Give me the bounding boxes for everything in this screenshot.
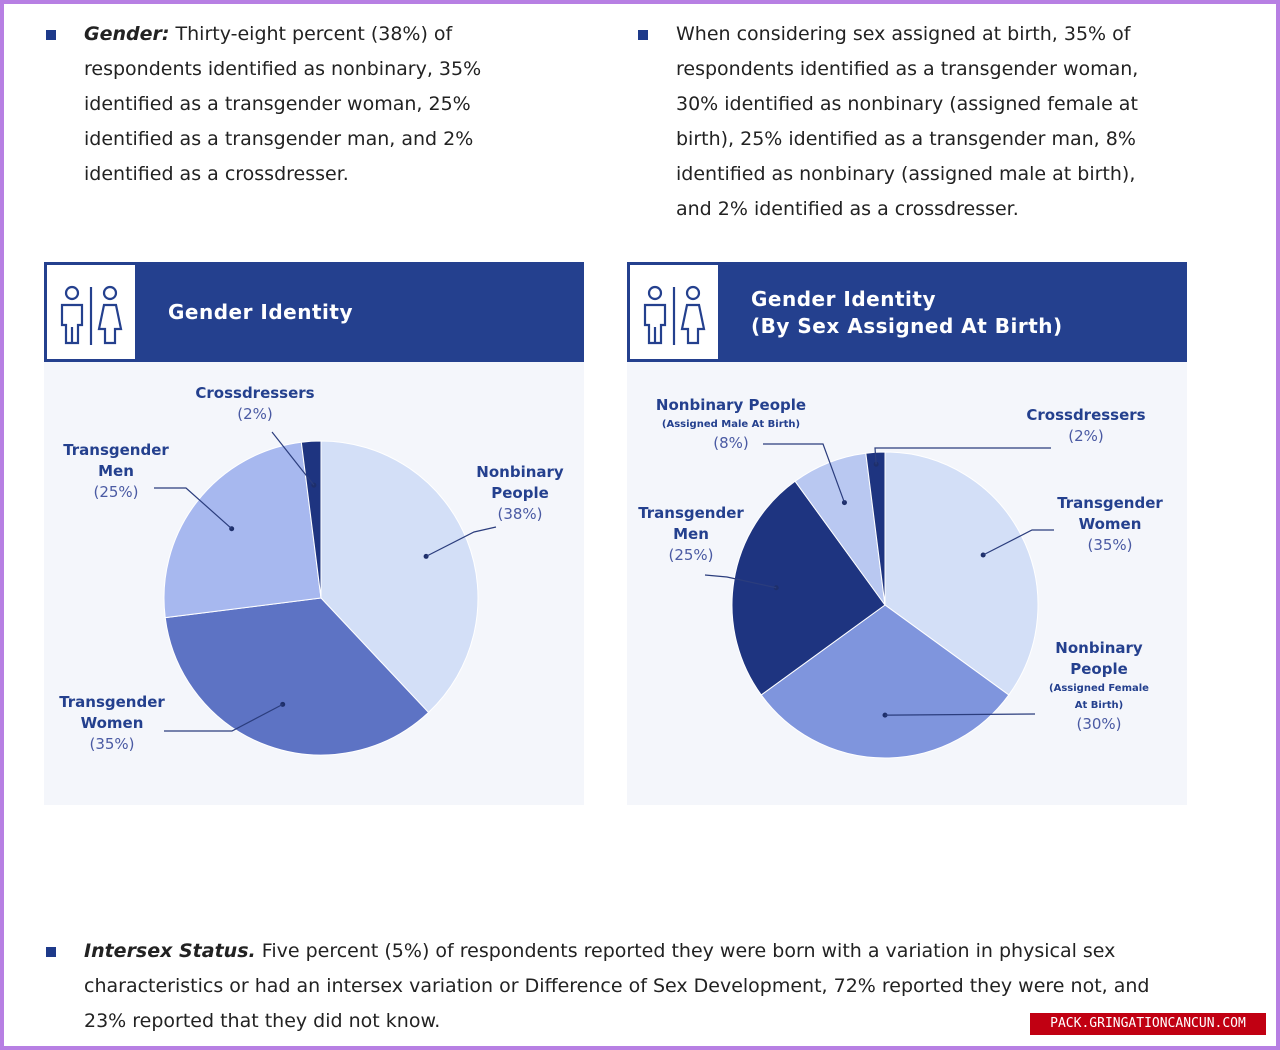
bullet-marker: [638, 30, 648, 40]
label-transgender-women-line-0: Transgender: [1057, 494, 1163, 512]
pie-slice-transgender-men: [163, 441, 322, 619]
label-crossdressers-percent: (2%): [1068, 427, 1104, 445]
gender-bullet: Gender: Thirty-eight percent (38%) of re…: [46, 17, 526, 197]
intersex-lead: Intersex Status.: [84, 940, 256, 962]
label-nonbinary-people-assigned-male-at-birth-line-0: Nonbinary People: [656, 396, 806, 414]
label-nonbinary-people-assigned-female-at-birth-line-0: Nonbinary: [1055, 639, 1143, 657]
label-crossdressers-line-0: Crossdressers: [195, 384, 314, 402]
leader-line-crossdressers: [874, 447, 1051, 465]
label-nonbinary-people-assigned-male-at-birth-percent: (8%): [713, 434, 749, 452]
leader-line-crossdressers: [271, 431, 315, 486]
label-crossdressers-line-0: Crossdressers: [1026, 406, 1145, 424]
person-figures-icon: [627, 262, 721, 362]
label-transgender-women-percent: (35%): [1087, 536, 1132, 554]
label-transgender-men-percent: (25%): [93, 483, 138, 501]
gender-identity-panel: Gender Identity Nonbinary People (38%) Tran…: [44, 262, 584, 805]
label-nonbinary-people-assigned-female-at-birth-percent: (30%): [1076, 715, 1121, 733]
intersex-bullet-text: Intersex Status. Five percent (5%) of re…: [84, 934, 1184, 1039]
pie-slice-crossdressers: [300, 440, 322, 599]
label-transgender-men-line-1: Men: [98, 462, 134, 480]
leader-line-transgender-men: [704, 574, 777, 589]
gender-identity-by-sex-pie-chart: Transgender Women (35%) Nonbinary People (Ass…: [638, 396, 1163, 759]
pie-slice-nonbinary-people-assigned-female-at-birth: [760, 604, 1010, 759]
leader-dot-nonbinary-people-assigned-female-at-birth: [882, 712, 888, 718]
label-nonbinary-people-line-0: Nonbinary: [476, 463, 564, 481]
leader-line-nonbinary-people: [425, 526, 497, 557]
label-transgender-men-line-0: Transgender: [63, 441, 169, 459]
sex-assigned-bullet: When considering sex assigned at birth, …: [638, 17, 1178, 232]
gender-identity-pie-chart: Nonbinary People (38%) Transgender Women (35%…: [59, 384, 564, 756]
chart-title: Gender Identity: [751, 287, 936, 311]
pie-slice-nonbinary-people: [320, 440, 479, 714]
label-nonbinary-people-assigned-female-at-birth-sub-1: At Birth): [1075, 700, 1123, 711]
label-transgender-men-percent: (25%): [668, 546, 713, 564]
label-nonbinary-people-assigned-female-at-birth-line-1: People: [1070, 660, 1128, 678]
intersex-bullet: Intersex Status. Five percent (5%) of re…: [46, 934, 1186, 1044]
label-nonbinary-people-assigned-female-at-birth-sub-0: (Assigned Female: [1049, 683, 1149, 694]
label-transgender-women-line-0: Transgender: [59, 693, 165, 711]
watermark: PACK.GRINGATIONCANCUN.COM: [1030, 1013, 1266, 1035]
leader-line-nonbinary-people-assigned-male-at-birth: [763, 443, 846, 503]
label-transgender-women-line-1: Women: [81, 714, 144, 732]
sex-assigned-body: When considering sex assigned at birth, …: [676, 23, 1139, 220]
chart-title: Gender Identity: [168, 300, 353, 324]
label-transgender-men-line-1: Men: [673, 525, 709, 543]
panel-banner: Gender Identity (By Sex Assigned At Birt…: [627, 262, 1187, 362]
leader-line-nonbinary-people-assigned-female-at-birth: [884, 713, 1036, 716]
gender-body: Thirty-eight percent (38%) of respondent…: [84, 23, 482, 185]
pie-slice-transgender-men: [731, 480, 886, 696]
label-crossdressers-percent: (2%): [237, 405, 273, 423]
leader-line-transgender-women: [982, 529, 1054, 556]
label-transgender-women-percent: (35%): [89, 735, 134, 753]
gender-lead: Gender:: [84, 23, 170, 45]
chart-title-block: Gender Identity (By Sex Assigned At Birt…: [751, 286, 1063, 340]
label-nonbinary-people-percent: (38%): [497, 505, 542, 523]
bullet-marker: [46, 30, 56, 40]
person-figures-icon: [44, 262, 138, 362]
gender-bullet-text: Gender: Thirty-eight percent (38%) of re…: [84, 17, 524, 192]
intersex-body: Five percent (5%) of respondents reporte…: [84, 940, 1150, 1032]
chart-subtitle: (By Sex Assigned At Birth): [751, 314, 1063, 338]
leader-dot-transgender-men: [773, 585, 779, 591]
gender-identity-by-sex-panel: Gender Identity (By Sex Assigned At Birt…: [627, 262, 1187, 805]
panel-banner: Gender Identity: [44, 262, 584, 362]
label-nonbinary-people-line-1: People: [491, 484, 549, 502]
leader-dot-crossdressers: [873, 461, 879, 467]
label-transgender-men-line-0: Transgender: [638, 504, 744, 522]
bullet-marker: [46, 947, 56, 957]
leader-line-transgender-men: [154, 487, 233, 530]
label-nonbinary-people-assigned-male-at-birth-sub-0: (Assigned Male At Birth): [662, 419, 800, 430]
pie-slice-transgender-women: [164, 597, 430, 756]
label-transgender-women-line-1: Women: [1079, 515, 1142, 533]
leader-line-transgender-women: [164, 703, 283, 732]
